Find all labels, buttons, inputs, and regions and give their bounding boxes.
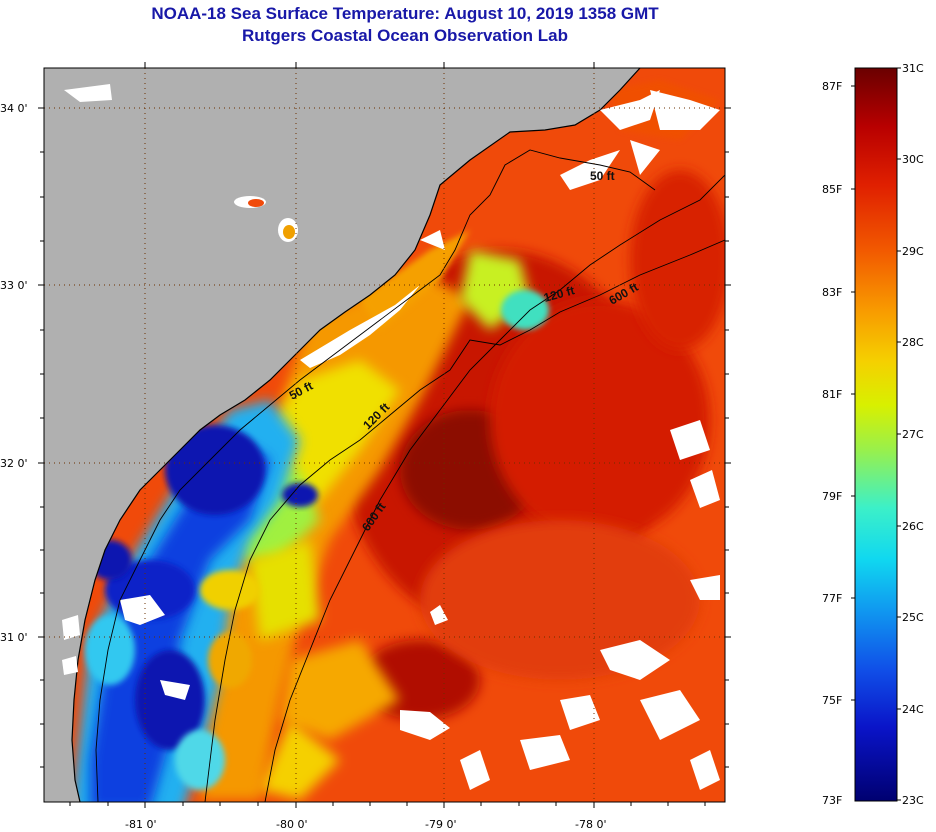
lon-label-78: -78 0'	[575, 818, 607, 831]
sst-map	[44, 68, 725, 802]
colorbar-f-87: 87F	[822, 80, 842, 93]
contour-50ft	[95, 149, 656, 802]
colorbar-gradient	[854, 67, 898, 802]
colorbar-c-27: 27C	[902, 428, 924, 441]
depth-contours	[95, 149, 725, 802]
contour-600ft	[264, 174, 725, 802]
colorbar-c-30: 30C	[902, 153, 924, 166]
colorbar-f-75: 75F	[822, 694, 842, 707]
lat-label-31: 31 0'	[0, 631, 28, 644]
contour-label-50ft-north: 50 ft	[590, 169, 615, 183]
colorbar-c-23: 23C	[902, 794, 924, 807]
lat-label-33: 33 0'	[0, 279, 28, 292]
land-mass	[44, 68, 640, 802]
lat-label-32: 32 0'	[0, 457, 28, 470]
lon-label-80: -80 0'	[276, 818, 308, 831]
colorbar: 87F 85F 83F 81F 79F 77F 75F 73F 31C 30C …	[822, 62, 924, 807]
coastline	[71, 68, 641, 802]
lon-label-81: -81 0'	[125, 818, 157, 831]
axis-ticks	[38, 62, 731, 808]
colorbar-f-77: 77F	[822, 592, 842, 605]
colorbar-c-26: 26C	[902, 520, 924, 533]
colorbar-c-25: 25C	[902, 611, 924, 624]
colorbar-c-28: 28C	[902, 336, 924, 349]
colorbar-f-83: 83F	[822, 286, 842, 299]
colorbar-f-85: 85F	[822, 183, 842, 196]
lon-label-79: -79 0'	[425, 818, 457, 831]
contour-120ft	[204, 239, 725, 802]
map-subtitle: Rutgers Coastal Ocean Observation Lab	[242, 26, 568, 45]
inland-lake	[248, 199, 264, 207]
sst-field	[72, 80, 725, 802]
map-frame	[43, 67, 726, 803]
colorbar-f-79: 79F	[822, 490, 842, 503]
graticule	[44, 68, 725, 802]
colorbar-f-73: 73F	[822, 794, 842, 807]
inland-lake	[283, 225, 295, 239]
colorbar-c-31: 31C	[902, 62, 924, 75]
cloud-mask	[62, 84, 720, 790]
map-title: NOAA-18 Sea Surface Temperature: August …	[151, 4, 659, 23]
colorbar-f-81: 81F	[822, 388, 842, 401]
colorbar-c-29: 29C	[902, 245, 924, 258]
lat-label-34: 34 0'	[0, 102, 28, 115]
colorbar-c-24: 24C	[902, 703, 924, 716]
